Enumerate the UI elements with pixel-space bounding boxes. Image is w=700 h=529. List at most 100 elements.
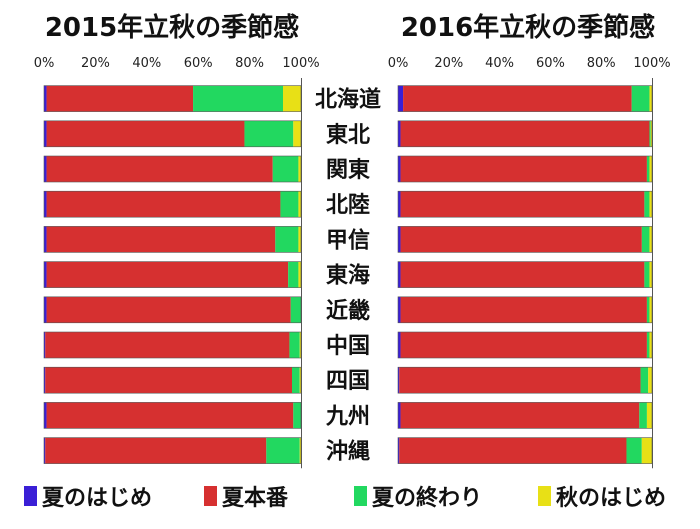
category-label: 近畿	[326, 298, 370, 324]
bar-segment	[280, 191, 299, 218]
bar-segment	[641, 437, 652, 464]
category-label: 九州	[325, 404, 370, 429]
bar-segment	[298, 156, 301, 182]
bar-segment	[398, 437, 400, 464]
x-tick-label: 60%	[184, 56, 213, 71]
bar-segment	[400, 120, 650, 147]
legend-swatch	[538, 486, 551, 506]
legend-label: 秋のはじめ	[556, 486, 666, 511]
bar-segment	[292, 367, 300, 394]
bar-segment	[46, 261, 289, 288]
x-tick-label: 0%	[34, 56, 55, 71]
bar-segment	[44, 85, 47, 112]
bar-segment	[646, 156, 650, 182]
bar-segment	[649, 191, 652, 218]
bar-segment	[244, 120, 294, 147]
bar-segment	[641, 226, 650, 253]
bar-segment	[649, 120, 651, 147]
legend-swatch	[24, 486, 37, 506]
category-label: 沖縄	[326, 440, 370, 465]
bar-segment	[649, 85, 652, 112]
bar-segment	[46, 226, 276, 253]
bar-segment	[398, 191, 401, 218]
bar-segment	[398, 367, 400, 394]
x-tick-label: 100%	[282, 56, 319, 71]
x-tick-label: 40%	[132, 56, 161, 71]
bar-segment	[399, 437, 627, 464]
legend-swatch	[354, 486, 367, 506]
bar-segment	[639, 402, 647, 429]
bar-segment	[398, 332, 401, 358]
category-label: 東海	[326, 263, 370, 289]
bar-segment	[44, 191, 47, 218]
bar-segment	[398, 261, 401, 288]
bar-segment	[400, 261, 645, 288]
bar-segment	[272, 156, 299, 182]
chart-title-1: 2015年立秋の季節感	[45, 12, 299, 43]
bar-segment	[649, 296, 652, 323]
bar-segment	[289, 332, 300, 358]
legend-label: 夏本番	[222, 486, 289, 511]
category-label: 北陸	[326, 192, 370, 218]
bar-segment	[400, 296, 647, 323]
x-tick-label: 20%	[81, 56, 110, 71]
bar-segment	[648, 367, 652, 394]
bar-segment	[46, 156, 273, 182]
x-tick-label: 0%	[388, 56, 409, 71]
x-tick-label: 20%	[434, 56, 463, 71]
bar-segment	[649, 261, 652, 288]
legend-label: 夏の終わり	[372, 485, 482, 511]
bar-segment	[288, 261, 299, 288]
bar-segment	[400, 156, 647, 182]
bar-segment	[298, 226, 301, 253]
bar-segment	[46, 120, 245, 147]
bar-segment	[293, 120, 301, 147]
bar-segment	[45, 367, 292, 394]
bar-segment	[46, 85, 194, 112]
bar-segment	[400, 402, 640, 429]
bar-segment	[298, 191, 301, 218]
bar-segment	[46, 402, 294, 429]
bar-segment	[275, 226, 299, 253]
bar-segment	[649, 156, 652, 182]
bar-segment	[299, 332, 301, 358]
x-tick-label: 40%	[485, 56, 514, 71]
bar-segment	[400, 191, 645, 218]
category-label: 東北	[326, 123, 370, 148]
bar-segment	[44, 332, 46, 358]
bar-segment	[646, 332, 650, 358]
bar-segment	[44, 226, 47, 253]
bar-segment	[640, 367, 649, 394]
bar-segment	[644, 191, 650, 218]
bar-segment	[398, 120, 401, 147]
category-label: 関東	[326, 158, 370, 183]
bar-segment	[649, 226, 652, 253]
x-tick-label: 80%	[587, 56, 616, 71]
bar-segment	[44, 296, 47, 323]
chart-title-2: 2016年立秋の季節感	[401, 12, 655, 43]
bar-segment	[44, 402, 47, 429]
bar-segment	[45, 437, 267, 464]
bar-segment	[44, 437, 46, 464]
bar-segment	[44, 367, 46, 394]
x-tick-label: 100%	[633, 56, 670, 71]
bar-segment	[398, 226, 401, 253]
bar-segment	[626, 437, 642, 464]
category-label: 甲信	[326, 227, 370, 253]
bar-segment	[46, 191, 281, 218]
bar-segment	[649, 332, 652, 358]
bar-segment	[646, 402, 652, 429]
legend-label: 夏のはじめ	[42, 486, 152, 511]
bar-segment	[398, 296, 401, 323]
bar-segment	[399, 367, 641, 394]
bar-segment	[403, 85, 632, 112]
bar-segment	[293, 402, 301, 429]
category-label: 中国	[326, 334, 370, 359]
bar-segment	[631, 85, 650, 112]
bar-segment	[398, 156, 401, 182]
bar-segment	[299, 437, 301, 464]
bar-segment	[650, 120, 652, 147]
bar-segment	[400, 226, 642, 253]
bar-segment	[398, 402, 401, 429]
